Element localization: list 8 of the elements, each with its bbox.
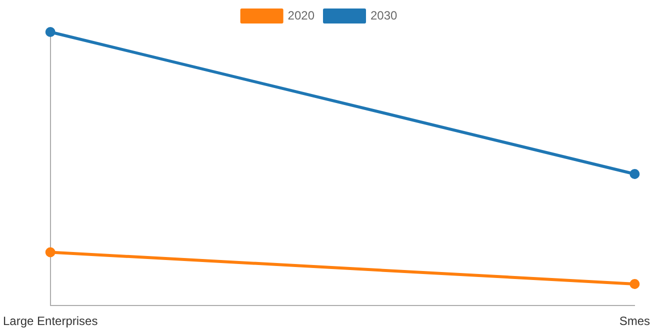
point <box>630 278 640 289</box>
x-tick-label: Smes <box>619 314 650 328</box>
point <box>45 27 56 37</box>
point <box>630 169 640 179</box>
legend-label: 2030 <box>370 8 398 22</box>
legend-label: 2020 <box>288 8 315 22</box>
point <box>45 247 56 258</box>
x-tick-label: Large Enterprises <box>3 314 98 328</box>
